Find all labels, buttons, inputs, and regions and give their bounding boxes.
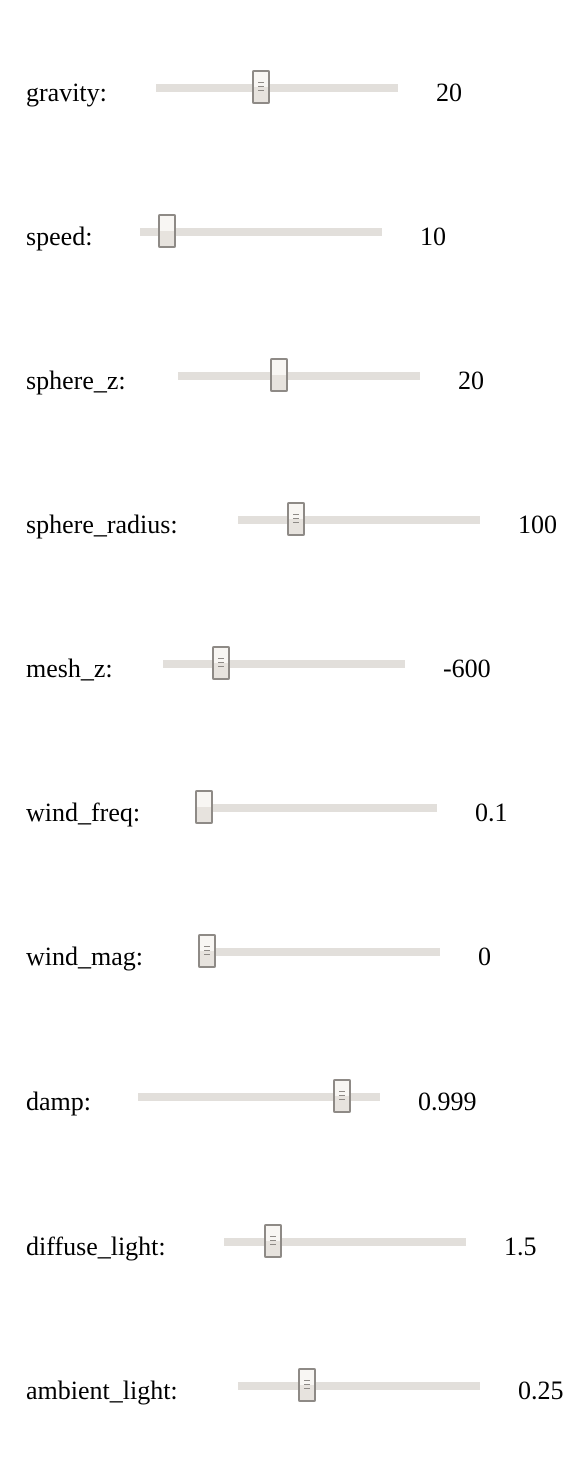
speed-slider-track[interactable] xyxy=(140,228,382,236)
diffuse-light-value: 1.5 xyxy=(504,1232,537,1261)
wind-mag-slider-thumb[interactable] xyxy=(198,934,216,968)
sphere-radius-value: 100 xyxy=(518,510,557,539)
speed-slider[interactable] xyxy=(140,214,382,250)
control-row-sphere-z: sphere_z: 20 xyxy=(0,352,581,412)
control-row-damp: damp: 0.999 xyxy=(0,1073,581,1133)
gravity-slider-thumb[interactable] xyxy=(252,70,271,104)
control-row-speed: speed: 10 xyxy=(0,208,581,268)
diffuse-light-label: diffuse_light: xyxy=(26,1232,166,1261)
speed-slider-thumb[interactable] xyxy=(157,214,176,248)
diffuse-light-slider[interactable] xyxy=(224,1224,466,1260)
wind-mag-slider-track[interactable] xyxy=(198,948,440,956)
gravity-slider-track[interactable] xyxy=(156,84,398,92)
sphere-z-label: sphere_z: xyxy=(26,366,126,395)
control-row-wind-mag: wind_mag: 0 xyxy=(0,928,581,988)
grip-icon xyxy=(204,946,210,958)
sphere-z-value: 20 xyxy=(458,366,484,395)
sphere-radius-slider[interactable] xyxy=(238,502,480,538)
wind-freq-slider-thumb[interactable] xyxy=(195,790,213,824)
mesh-z-label: mesh_z: xyxy=(26,654,113,683)
mesh-z-slider[interactable] xyxy=(163,646,405,682)
damp-slider[interactable] xyxy=(138,1079,380,1115)
control-row-wind-freq: wind_freq: 0.1 xyxy=(0,784,581,844)
gravity-slider[interactable] xyxy=(156,70,398,106)
grip-icon xyxy=(270,1236,277,1248)
damp-slider-track[interactable] xyxy=(138,1093,380,1101)
grip-icon xyxy=(258,82,265,94)
wind-mag-value: 0 xyxy=(478,942,491,971)
wind-freq-slider[interactable] xyxy=(195,790,437,826)
mesh-z-slider-track[interactable] xyxy=(163,660,405,668)
diffuse-light-slider-track[interactable] xyxy=(224,1238,466,1246)
mesh-z-slider-thumb[interactable] xyxy=(212,646,231,680)
control-row-sphere-radius: sphere_radius: 100 xyxy=(0,496,581,556)
damp-value: 0.999 xyxy=(418,1087,477,1116)
wind-mag-label: wind_mag: xyxy=(26,942,143,971)
mesh-z-value: -600 xyxy=(443,654,491,683)
ambient-light-value: 0.25 xyxy=(518,1376,564,1405)
grip-icon xyxy=(304,1380,311,1392)
wind-mag-slider[interactable] xyxy=(198,934,440,970)
ambient-light-slider-track[interactable] xyxy=(238,1382,480,1390)
control-row-gravity: gravity: 20 xyxy=(0,64,581,124)
wind-freq-value: 0.1 xyxy=(475,798,508,827)
control-row-diffuse-light: diffuse_light: 1.5 xyxy=(0,1218,581,1278)
sphere-z-slider-thumb[interactable] xyxy=(269,358,288,392)
damp-label: damp: xyxy=(26,1087,91,1116)
sphere-radius-label: sphere_radius: xyxy=(26,510,178,539)
control-row-mesh-z: mesh_z: -600 xyxy=(0,640,581,700)
grip-icon xyxy=(218,658,225,670)
wind-freq-label: wind_freq: xyxy=(26,798,141,827)
grip-icon xyxy=(293,514,300,526)
ambient-light-slider-thumb[interactable] xyxy=(298,1368,317,1402)
gravity-value: 20 xyxy=(436,78,462,107)
speed-value: 10 xyxy=(420,222,446,251)
wind-freq-slider-track[interactable] xyxy=(195,804,437,812)
sphere-radius-slider-thumb[interactable] xyxy=(287,502,306,536)
sphere-z-slider[interactable] xyxy=(178,358,420,394)
control-row-ambient-light: ambient_light: 0.25 xyxy=(0,1362,581,1422)
grip-icon xyxy=(338,1091,345,1103)
ambient-light-slider[interactable] xyxy=(238,1368,480,1404)
speed-label: speed: xyxy=(26,222,93,251)
damp-slider-thumb[interactable] xyxy=(332,1079,351,1113)
sphere-radius-slider-track[interactable] xyxy=(238,516,480,524)
diffuse-light-slider-thumb[interactable] xyxy=(264,1224,283,1258)
sphere-z-slider-track[interactable] xyxy=(178,372,420,380)
ambient-light-label: ambient_light: xyxy=(26,1376,178,1405)
gravity-label: gravity: xyxy=(26,78,107,107)
